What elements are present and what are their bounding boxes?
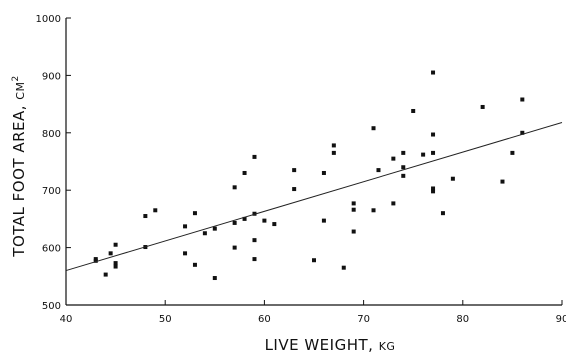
data-point xyxy=(376,168,381,173)
data-point xyxy=(113,242,118,247)
data-point xyxy=(440,211,445,216)
data-point xyxy=(292,187,297,192)
data-point xyxy=(252,257,257,262)
axes xyxy=(65,18,562,306)
data-point xyxy=(183,224,188,229)
data-point xyxy=(401,165,406,170)
data-point xyxy=(421,152,426,157)
y-axis-unit-superscript: 2 xyxy=(11,75,21,81)
x-tick-label: 60 xyxy=(258,314,271,325)
data-point xyxy=(371,208,376,213)
data-point xyxy=(143,214,148,219)
data-point xyxy=(103,272,108,277)
data-point xyxy=(108,251,113,256)
data-point xyxy=(391,201,396,206)
y-axis-label: TOTAL FOOT AREA, xyxy=(10,100,28,258)
data-point xyxy=(232,245,237,250)
x-tick-label: 70 xyxy=(357,314,370,325)
y-tick-label: 900 xyxy=(42,71,61,82)
data-point xyxy=(500,179,505,184)
data-point xyxy=(252,211,257,216)
data-point xyxy=(331,143,336,148)
data-point xyxy=(510,150,515,155)
x-tick-label: 40 xyxy=(60,314,73,325)
data-point xyxy=(113,264,118,269)
data-point xyxy=(401,173,406,178)
data-point xyxy=(153,208,158,213)
data-point xyxy=(391,156,396,161)
data-point xyxy=(242,170,247,175)
y-axis-title: TOTAL FOOT AREA, CM2 xyxy=(10,75,28,257)
data-point xyxy=(431,186,436,191)
x-axis-title: LIVE WEIGHT, KG xyxy=(265,336,396,354)
data-point xyxy=(341,265,346,270)
data-point xyxy=(431,70,436,75)
data-point xyxy=(431,150,436,155)
y-tick-label: 700 xyxy=(42,186,61,197)
y-tick-label: 800 xyxy=(42,129,61,140)
data-point xyxy=(192,262,197,267)
data-point xyxy=(312,258,316,263)
data-point xyxy=(431,132,436,137)
data-point xyxy=(252,154,257,159)
data-point xyxy=(183,251,188,256)
data-point xyxy=(520,130,525,135)
data-point xyxy=(113,261,118,266)
data-point xyxy=(351,229,356,234)
data-point xyxy=(331,150,336,155)
data-point xyxy=(351,201,356,206)
y-tick-label: 500 xyxy=(42,301,61,312)
data-point xyxy=(450,176,455,181)
ticks: 40 50 60 70 80 90 500 600 700 800 900 1000 xyxy=(36,14,566,325)
x-axis-label: LIVE WEIGHT, xyxy=(265,336,379,354)
data-point xyxy=(321,170,326,175)
x-tick-label: 50 xyxy=(159,314,172,325)
data-point xyxy=(520,97,525,102)
y-tick-label: 1000 xyxy=(36,14,61,25)
data-point xyxy=(480,104,485,109)
data-point xyxy=(232,220,237,225)
data-point xyxy=(351,207,356,212)
data-point xyxy=(202,231,207,236)
data-point xyxy=(401,150,406,155)
data-point xyxy=(192,211,197,216)
x-axis-unit: KG xyxy=(379,340,396,353)
y-tick-label: 600 xyxy=(42,244,61,255)
y-axis-unit: CM xyxy=(14,82,27,100)
data-point xyxy=(321,218,326,223)
x-tick-label: 90 xyxy=(556,314,566,325)
data-point xyxy=(262,218,267,223)
data-point xyxy=(411,108,416,113)
data-point xyxy=(212,226,217,231)
data-point xyxy=(93,258,98,263)
data-point xyxy=(252,238,257,243)
data-point xyxy=(431,189,436,194)
data-points xyxy=(93,70,525,281)
regression-line xyxy=(65,121,563,272)
data-point xyxy=(292,168,297,173)
data-point xyxy=(272,222,277,227)
data-point xyxy=(232,185,237,190)
data-point xyxy=(242,216,247,221)
data-point xyxy=(371,126,376,131)
x-tick-label: 80 xyxy=(456,314,469,325)
data-point xyxy=(212,276,217,281)
